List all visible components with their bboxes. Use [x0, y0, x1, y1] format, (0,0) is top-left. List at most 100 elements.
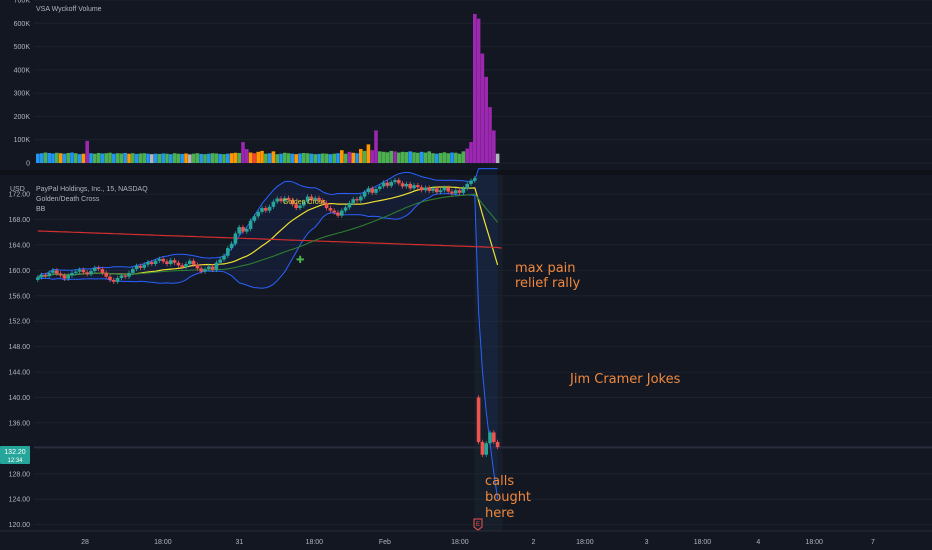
candle-body: [442, 187, 447, 191]
volume-bar: [317, 153, 321, 163]
volume-bar: [400, 151, 405, 163]
time-axis[interactable]: 28 18:00 31 18:00 Feb 18:00 2 18:00 3 18:00 4 18:00…: [81, 539, 875, 546]
volume-pane[interactable]: 700K 600K 500K 400K 300K 200K 100K 0 VSA Wyckof…: [14, 0, 932, 168]
time-tick-label: 28: [81, 539, 89, 546]
candle-body: [218, 259, 222, 263]
volume-bar: [378, 151, 382, 163]
volume-bar: [408, 151, 412, 163]
earnings-marker[interactable]: E: [473, 518, 483, 531]
volume-bar: [66, 152, 70, 163]
volume-bar: [161, 153, 165, 163]
candle-body: [96, 267, 101, 270]
candle-body: [332, 210, 336, 213]
candle-body: [340, 210, 344, 216]
candle-body: [381, 182, 386, 187]
volume-bar: [351, 152, 355, 163]
volume-bar: [302, 152, 306, 163]
volume-bar: [245, 149, 249, 163]
candle-body: [43, 274, 48, 277]
volume-bar: [138, 153, 143, 163]
price-tick-label: 140.00: [9, 395, 31, 402]
volume-y-axis[interactable]: 700K 600K 500K 400K 300K 200K 100K 0: [14, 0, 31, 168]
candle-body: [188, 260, 192, 264]
symbol-title[interactable]: PayPal Holdings, Inc., 15, NASDAQ: [36, 186, 148, 193]
volume-bar: [210, 153, 215, 163]
volume-bar: [397, 152, 401, 163]
candle-body: [484, 443, 488, 455]
candle-body: [495, 442, 500, 448]
volume-bar: [233, 152, 238, 163]
candle-body: [89, 270, 93, 275]
last-price-tag[interactable]: 132.20 12:34: [0, 446, 30, 464]
annotation-bought[interactable]: bought: [485, 490, 531, 505]
volume-bar: [229, 153, 234, 163]
volume-bar: [199, 153, 203, 163]
volume-bar: [340, 150, 344, 163]
candle-body: [473, 178, 477, 181]
candle-body: [336, 212, 340, 216]
volume-bar: [241, 142, 245, 163]
candle-body: [222, 255, 226, 260]
candle-body: [214, 262, 219, 270]
candle-body: [203, 269, 207, 272]
candle-body: [134, 265, 139, 270]
volume-bar: [55, 152, 59, 163]
candle-body: [77, 269, 82, 272]
candle-body: [461, 188, 466, 193]
candle-body: [438, 190, 443, 193]
time-tick-label: 18:00: [805, 539, 823, 546]
bollinger-fill: [37, 168, 498, 500]
annotation-relief-rally[interactable]: relief rally: [515, 276, 581, 291]
volume-indicator-title[interactable]: VSA Wyckoff Volume: [36, 6, 102, 13]
pane-divider[interactable]: [0, 170, 932, 175]
candle-body: [279, 198, 283, 202]
volume-bar: [480, 53, 485, 163]
candle-body: [195, 264, 200, 269]
candle-body: [366, 188, 371, 193]
volume-bar: [131, 153, 135, 163]
candle-body: [290, 199, 295, 205]
volume-bar: [123, 152, 127, 163]
annotation-jim-cramer[interactable]: Jim Cramer Jokes: [569, 372, 681, 387]
annotation-calls[interactable]: calls: [485, 474, 514, 489]
price-tick-label: 120.00: [9, 522, 31, 529]
fast-moving-average: [37, 193, 499, 278]
moving-averages: [37, 193, 502, 278]
volume-bar: [169, 154, 173, 163]
indicator-bb[interactable]: BB: [36, 206, 46, 213]
volume-bar: [93, 153, 97, 163]
volume-bar: [70, 152, 74, 163]
candle-body: [119, 275, 124, 278]
candle-body: [313, 197, 317, 201]
volume-bar: [423, 152, 428, 163]
candle-body: [142, 264, 146, 268]
volume-bar: [385, 152, 390, 163]
candle-body: [226, 248, 230, 256]
candle-body: [298, 205, 302, 209]
candle-body: [416, 185, 420, 188]
indicator-golden-death-cross[interactable]: Golden/Death Cross: [36, 196, 100, 203]
candle-body: [176, 262, 181, 266]
currency-label: USD: [10, 186, 25, 193]
volume-bar: [366, 144, 371, 163]
candle-body: [39, 274, 44, 278]
price-tick-label: 128.00: [9, 471, 31, 478]
candle-body: [70, 272, 74, 276]
volume-bar: [267, 153, 272, 163]
candle-body: [104, 272, 108, 277]
bollinger-upper: [37, 168, 498, 278]
annotation-max-pain[interactable]: max pain: [515, 261, 576, 276]
candle-body: [131, 269, 135, 273]
candle-body: [283, 197, 287, 202]
cross-icon: ✚: [296, 255, 304, 266]
candle-body: [465, 183, 469, 189]
volume-bar: [195, 153, 200, 163]
candle-body: [446, 187, 450, 192]
price-pane[interactable]: 172.00 168.00 164.00 160.00 156.00 152.00 148.…: [0, 168, 932, 531]
volume-bar: [43, 152, 48, 163]
volume-bar: [305, 153, 310, 163]
volume-bar: [77, 154, 82, 163]
annotation-here[interactable]: here: [485, 506, 514, 521]
